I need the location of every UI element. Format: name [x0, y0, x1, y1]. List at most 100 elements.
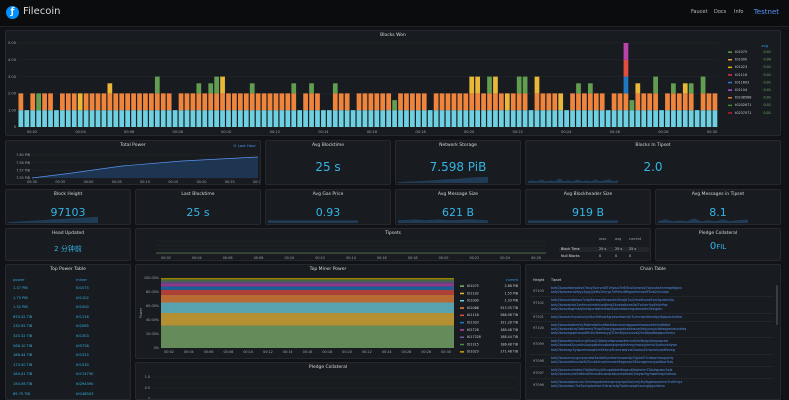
x-tick-label: 00:20: [464, 130, 475, 134]
bar-segment: [593, 110, 599, 127]
col-height-header[interactable]: Height: [533, 278, 545, 282]
bar-segment: [522, 110, 528, 127]
bar-segment: [647, 93, 653, 111]
tipset-cid-link[interactable]: bafy2bzacebgtmkjvlmnbjxrwbkmlkwd2qbmldxx…: [551, 306, 663, 311]
top-power-table-panel: Top Power Table power miner 1.37 PiB t01075…: [5, 264, 131, 400]
bar-segment: [65, 93, 71, 111]
legend-header: current: [506, 278, 519, 282]
tipset-cid-link[interactable]: bafy2bzacecxlmbkx7i4jdw5knyjhfcupzbbvh6w…: [551, 367, 673, 372]
tipset-cid-link[interactable]: bafy2bzacebpc7sk5pciypbotwnr2dirwcisfg7l…: [551, 384, 665, 389]
miner-cell[interactable]: t01102: [76, 295, 89, 300]
miner-cell[interactable]: t05728: [76, 343, 89, 348]
legend-series-value: 0.00: [763, 58, 771, 62]
last-hour-link[interactable]: ⊙ Last Hour: [233, 143, 256, 148]
miner-cell[interactable]: t01303: [76, 334, 89, 338]
tipset-cid-link[interactable]: bafy2bzacegppmzvpd6h4lx3eeeaxyyj7l2m4kjw…: [551, 331, 676, 336]
miner-cell[interactable]: t0294390: [76, 382, 94, 386]
bar-segment: [558, 93, 564, 111]
bar-segment: [202, 110, 208, 127]
tipset-cid-link[interactable]: bafy2bzacec5ryxelzvzyi4kv4hthzw3gryavmbx…: [551, 314, 682, 319]
sparkline: [398, 176, 488, 183]
tipset-cid-link[interactable]: bafy2bzacejnbo2xnfmuntmtkkuvdjbmj34cwkel…: [551, 302, 668, 307]
stacked-area: [161, 313, 454, 326]
bar-segment: [113, 93, 119, 111]
bar-segment: [315, 93, 320, 111]
panel-title: Pledge Collateral: [308, 365, 348, 370]
bar-segment: [143, 93, 148, 111]
x-tick-label: 00:10: [140, 180, 150, 184]
miner-cell[interactable]: t0148503: [76, 391, 94, 396]
legend-series-name: t05728: [467, 328, 479, 332]
power-cell: 150.56 TiB: [13, 382, 33, 386]
bar-segment: [682, 93, 688, 111]
tipset-cid-link[interactable]: bafy2bzaceberpdzvk7wuy3vcrvrq5Tvhvjuo7h6…: [551, 286, 682, 290]
tipset-cid-link[interactable]: bafy2bzaceaciwfpyy3gvjyjleftu2mnyp7efhfb…: [551, 290, 669, 295]
bar-segment: [338, 110, 344, 127]
bar-segment: [587, 83, 593, 94]
stacked-area: [161, 302, 454, 313]
legend-series-value: 0.01: [763, 88, 771, 92]
bar-segment: [688, 83, 694, 94]
x-tick-label: 00:14: [318, 130, 329, 134]
tipset-cid-link[interactable]: bafy2bzacecyrb5zfbkxd3mxzotxusnqrbzuzvhp…: [551, 372, 677, 377]
bar-segment: [36, 93, 42, 111]
bar-segment: [469, 93, 475, 111]
stat-value: 25 s: [315, 160, 341, 174]
bar-segment: [682, 110, 688, 127]
col-tipset-header[interactable]: Tipset: [551, 278, 562, 282]
brand-name[interactable]: Filecoin: [23, 6, 61, 17]
x-tick-label: 00:00: [84, 180, 94, 184]
stacked-area: [161, 278, 454, 280]
miner-cell[interactable]: t01075: [76, 286, 89, 290]
bar-segment: [688, 110, 694, 127]
tipset-row-blocktime: [559, 247, 649, 252]
tipset-cid-link[interactable]: bafy2bzacebnmo2rcuyfctzvj24dwtyvdspvwqvt…: [551, 339, 669, 344]
tipset-cid-link[interactable]: bafy2bzacegr5ywpxmzxoqe2m5ehvuj3ncmrwqrv…: [551, 347, 675, 352]
nav-faucet[interactable]: Faucet: [691, 9, 708, 15]
tipset-cid-link[interactable]: bafy2bzacedkkxx4w5d7jccbkfvuqhmvzxnt6qgn…: [551, 359, 673, 364]
miner-cell[interactable]: t01000: [76, 305, 89, 310]
bar-segment: [582, 110, 587, 127]
power-cell: 325.32 TiB: [13, 334, 33, 338]
nav-docs[interactable]: Docs: [714, 9, 727, 15]
filecoin-logo-icon[interactable]: ƒ: [6, 6, 19, 19]
nav-info[interactable]: Info: [734, 9, 744, 15]
bar-segment: [71, 93, 77, 111]
bar-segment: [386, 110, 392, 127]
tipset-cid-link[interactable]: bafy2bzacebdkmhfy3bbmdwhkvz6w4ldanutzrlz…: [551, 322, 671, 327]
y-tick-label: 0%: [154, 346, 160, 350]
power-cell: 1.37 PiB: [13, 286, 28, 290]
y-tick-label: 3.00: [8, 75, 17, 79]
tipset-cid-link[interactable]: bafy2bzacea2jvyscksluzpyqbsfuuqbohqiqimp…: [551, 343, 678, 348]
tipset-cid-link[interactable]: bafy2bzacecmygnzyqcubw3w4tdlhjnirkznhrxo…: [551, 355, 674, 360]
bar-segment: [279, 110, 285, 127]
tipset-cid-link[interactable]: bafy2bzaceapbocuhc3vmmppdvmkrsqcroiyrspc…: [551, 380, 683, 384]
col-power-header[interactable]: power: [13, 277, 25, 282]
bar-segment: [398, 93, 403, 111]
bar-segment: [487, 93, 492, 111]
legend-series-value: 566.98 TiB: [500, 313, 518, 317]
miner-cell[interactable]: t01530: [76, 362, 89, 367]
bar-segment: [309, 93, 314, 111]
bar-segment: [623, 93, 629, 111]
miner-cell[interactable]: t0174730: [76, 372, 94, 377]
tipset-cid-link[interactable]: bafy2bzacecdqlkpo7v4zj9xrwqyt5nqw4m3mpjb…: [551, 298, 675, 303]
height-cell: 97100: [533, 325, 544, 330]
bar-segment: [321, 110, 326, 127]
miner-cell[interactable]: t02065: [76, 324, 89, 329]
legend-series-name: t01023: [735, 65, 747, 69]
tipset-cid-link[interactable]: bafy2bzaceahzq7ebhmmo7fuqs5hoxyjxpaspdhw…: [551, 326, 687, 331]
miner-cell[interactable]: t01315: [76, 353, 89, 358]
x-tick-label: 00:06: [124, 130, 135, 134]
network-label[interactable]: Testnet: [753, 8, 779, 16]
miner-cell[interactable]: t01116: [76, 314, 89, 319]
bar-segment: [249, 83, 255, 94]
bar-segment: [611, 110, 617, 127]
bar-segment: [676, 93, 682, 111]
legend-swatch: [460, 329, 464, 331]
x-tick-label: 00:14: [283, 350, 293, 354]
bar-segment: [101, 110, 107, 127]
col-miner-header[interactable]: miner: [76, 277, 88, 282]
chain-table-scrollbar[interactable]: [776, 285, 778, 325]
x-tick-label: 00:08: [223, 350, 233, 354]
